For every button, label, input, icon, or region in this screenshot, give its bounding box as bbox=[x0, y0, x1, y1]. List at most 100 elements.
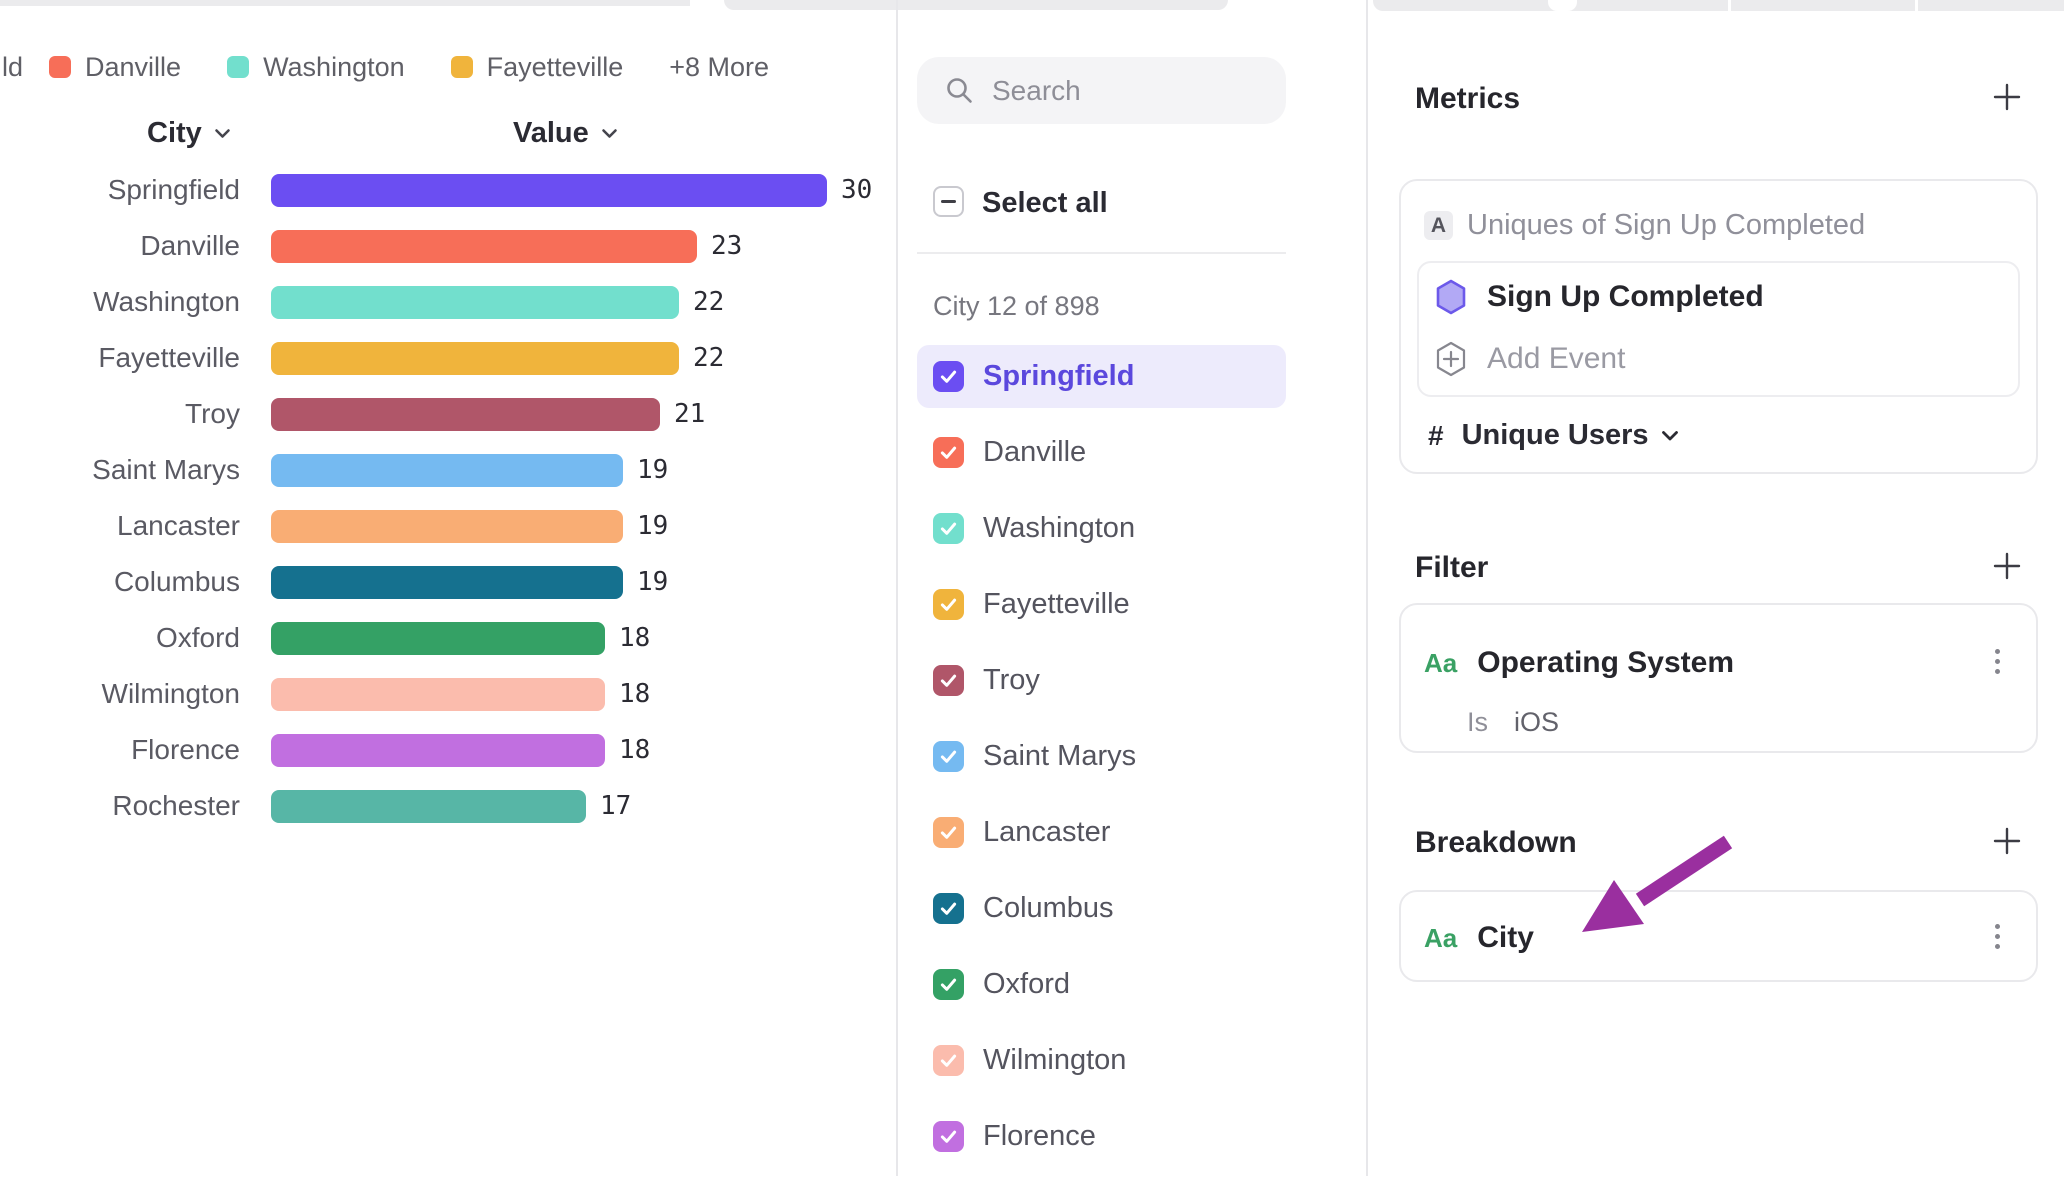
chart-row: Fayetteville 22 bbox=[0, 330, 895, 386]
city-checkbox[interactable] bbox=[933, 437, 964, 468]
chart-category-label: Washington bbox=[93, 286, 240, 317]
chart-value-label: 23 bbox=[711, 231, 743, 261]
chart-bar[interactable] bbox=[271, 229, 697, 263]
chart-bar[interactable] bbox=[271, 733, 605, 767]
chart-value-label: 19 bbox=[637, 455, 669, 485]
city-checkbox[interactable] bbox=[933, 817, 964, 848]
event-row[interactable]: Sign Up Completed bbox=[1435, 275, 1764, 319]
city-checkbox[interactable] bbox=[933, 513, 964, 544]
search-input[interactable] bbox=[992, 74, 1242, 107]
chart-row: Springfield 30 bbox=[0, 162, 895, 218]
list-divider bbox=[917, 252, 1286, 254]
chart-bar[interactable] bbox=[271, 285, 679, 319]
chart-row: Oxford 18 bbox=[0, 610, 895, 666]
chart-city-sort-header[interactable]: City bbox=[147, 117, 231, 149]
metric-title: Uniques of Sign Up Completed bbox=[1467, 209, 1866, 241]
city-checkbox[interactable] bbox=[933, 589, 964, 620]
city-list-item[interactable]: Troy bbox=[917, 649, 1286, 712]
city-checkbox[interactable] bbox=[933, 665, 964, 696]
city-label: Saint Marys bbox=[983, 740, 1137, 772]
chart-legend: ld Danville Washington Fayetteville +8 Mor… bbox=[2, 51, 770, 83]
breakdown-property-row[interactable]: Aa City bbox=[1424, 918, 1534, 958]
city-checkbox[interactable] bbox=[933, 893, 964, 924]
chart-bar[interactable] bbox=[271, 397, 660, 431]
select-all-checkbox[interactable] bbox=[933, 186, 964, 217]
city-checkbox[interactable] bbox=[933, 361, 964, 392]
add-filter-button[interactable] bbox=[1990, 549, 2024, 583]
filter-condition-row[interactable]: Is iOS bbox=[1467, 707, 1559, 738]
chart-bar[interactable] bbox=[271, 173, 827, 207]
city-checkbox[interactable] bbox=[933, 1045, 964, 1076]
chart-row: Wilmington 18 bbox=[0, 666, 895, 722]
measure-selector[interactable]: # Unique Users bbox=[1428, 419, 1679, 452]
city-list-item[interactable]: Wilmington bbox=[917, 1029, 1286, 1092]
chart-bar[interactable] bbox=[271, 789, 586, 823]
check-icon bbox=[940, 1054, 957, 1067]
city-list-item[interactable]: Saint Marys bbox=[917, 725, 1286, 788]
city-list-item[interactable]: Springfield bbox=[917, 345, 1286, 408]
bar-chart: Springfield 30 Danville 23 Washington 22 Fayet… bbox=[0, 162, 895, 834]
chart-value-label: 18 bbox=[619, 679, 651, 709]
city-list-item[interactable]: Florence bbox=[917, 1105, 1286, 1168]
filter-options-kebab-menu[interactable] bbox=[1982, 649, 2012, 674]
chart-value-header-label: Value bbox=[513, 116, 589, 149]
chart-value-label: 18 bbox=[619, 735, 651, 765]
filter-value: iOS bbox=[1514, 707, 1560, 737]
city-list-item[interactable]: Columbus bbox=[917, 877, 1286, 940]
tab-separator bbox=[1915, 0, 1918, 11]
add-event-row[interactable]: Add Event bbox=[1435, 337, 1625, 381]
chart-category-label: Columbus bbox=[113, 566, 240, 597]
city-list-item[interactable]: Fayetteville bbox=[917, 573, 1286, 636]
city-checkbox[interactable] bbox=[933, 1121, 964, 1152]
legend-more-button[interactable]: +8 More bbox=[669, 51, 770, 82]
top-cutoff-tab-bar bbox=[1373, 0, 2064, 11]
chart-row: Rochester 17 bbox=[0, 778, 895, 834]
filter-property-row[interactable]: Aa Operating System bbox=[1424, 643, 1734, 683]
chart-bar[interactable] bbox=[271, 509, 623, 543]
metric-card[interactable]: A Uniques of Sign Up Completed Sign Up C… bbox=[1399, 179, 2038, 474]
chart-bar[interactable] bbox=[271, 565, 623, 599]
legend-swatch bbox=[49, 56, 72, 78]
breakdown-options-kebab-menu[interactable] bbox=[1982, 924, 2012, 949]
city-list-item[interactable]: Danville bbox=[917, 421, 1286, 484]
check-icon bbox=[940, 370, 957, 383]
search-box[interactable] bbox=[917, 57, 1286, 124]
legend-item-label: Washington bbox=[263, 51, 405, 82]
city-label: Troy bbox=[983, 664, 1040, 696]
chevron-down-icon bbox=[214, 128, 230, 138]
chart-row: Danville 23 bbox=[0, 218, 895, 274]
legend-clipped-item[interactable]: ld bbox=[2, 51, 24, 82]
chart-bar[interactable] bbox=[271, 453, 623, 487]
filter-card[interactable]: Aa Operating System Is iOS bbox=[1399, 603, 2038, 753]
chart-bar[interactable] bbox=[271, 677, 605, 711]
city-list-item[interactable]: Lancaster bbox=[917, 801, 1286, 864]
city-label: Springfield bbox=[983, 360, 1135, 392]
city-list: Springfield Danville Washington Fayettevill… bbox=[917, 345, 1286, 1181]
chart-bar[interactable] bbox=[271, 621, 605, 655]
chart-value-sort-header[interactable]: Value bbox=[513, 116, 618, 149]
chart-category-label: Lancaster bbox=[117, 510, 240, 541]
top-cutoff-bar-middle bbox=[724, 0, 1228, 10]
chart-row: Washington 22 bbox=[0, 274, 895, 330]
city-checkbox[interactable] bbox=[933, 969, 964, 1000]
chart-bar[interactable] bbox=[271, 341, 679, 375]
chart-category-label: Florence bbox=[131, 734, 240, 765]
city-checkbox[interactable] bbox=[933, 741, 964, 772]
filter-operator: Is bbox=[1467, 707, 1489, 737]
breakdown-card[interactable]: Aa City bbox=[1399, 890, 2038, 982]
check-icon bbox=[940, 674, 957, 687]
city-list-item[interactable]: Oxford bbox=[917, 953, 1286, 1016]
select-all-label[interactable]: Select all bbox=[982, 187, 1108, 219]
check-icon bbox=[940, 826, 957, 839]
legend-item[interactable]: Fayetteville bbox=[450, 52, 623, 83]
city-list-item[interactable]: Washington bbox=[917, 497, 1286, 560]
chart-value-label: 22 bbox=[693, 287, 725, 317]
legend-item[interactable]: Danville bbox=[49, 52, 181, 83]
legend-item[interactable]: Washington bbox=[227, 52, 405, 83]
city-label: Washington bbox=[983, 512, 1136, 544]
measure-label: Unique Users bbox=[1461, 419, 1649, 451]
add-breakdown-button[interactable] bbox=[1990, 824, 2024, 858]
top-cutoff-bar-left bbox=[0, 0, 690, 6]
add-metric-button[interactable] bbox=[1990, 80, 2024, 114]
metric-letter-badge: A bbox=[1424, 211, 1453, 240]
